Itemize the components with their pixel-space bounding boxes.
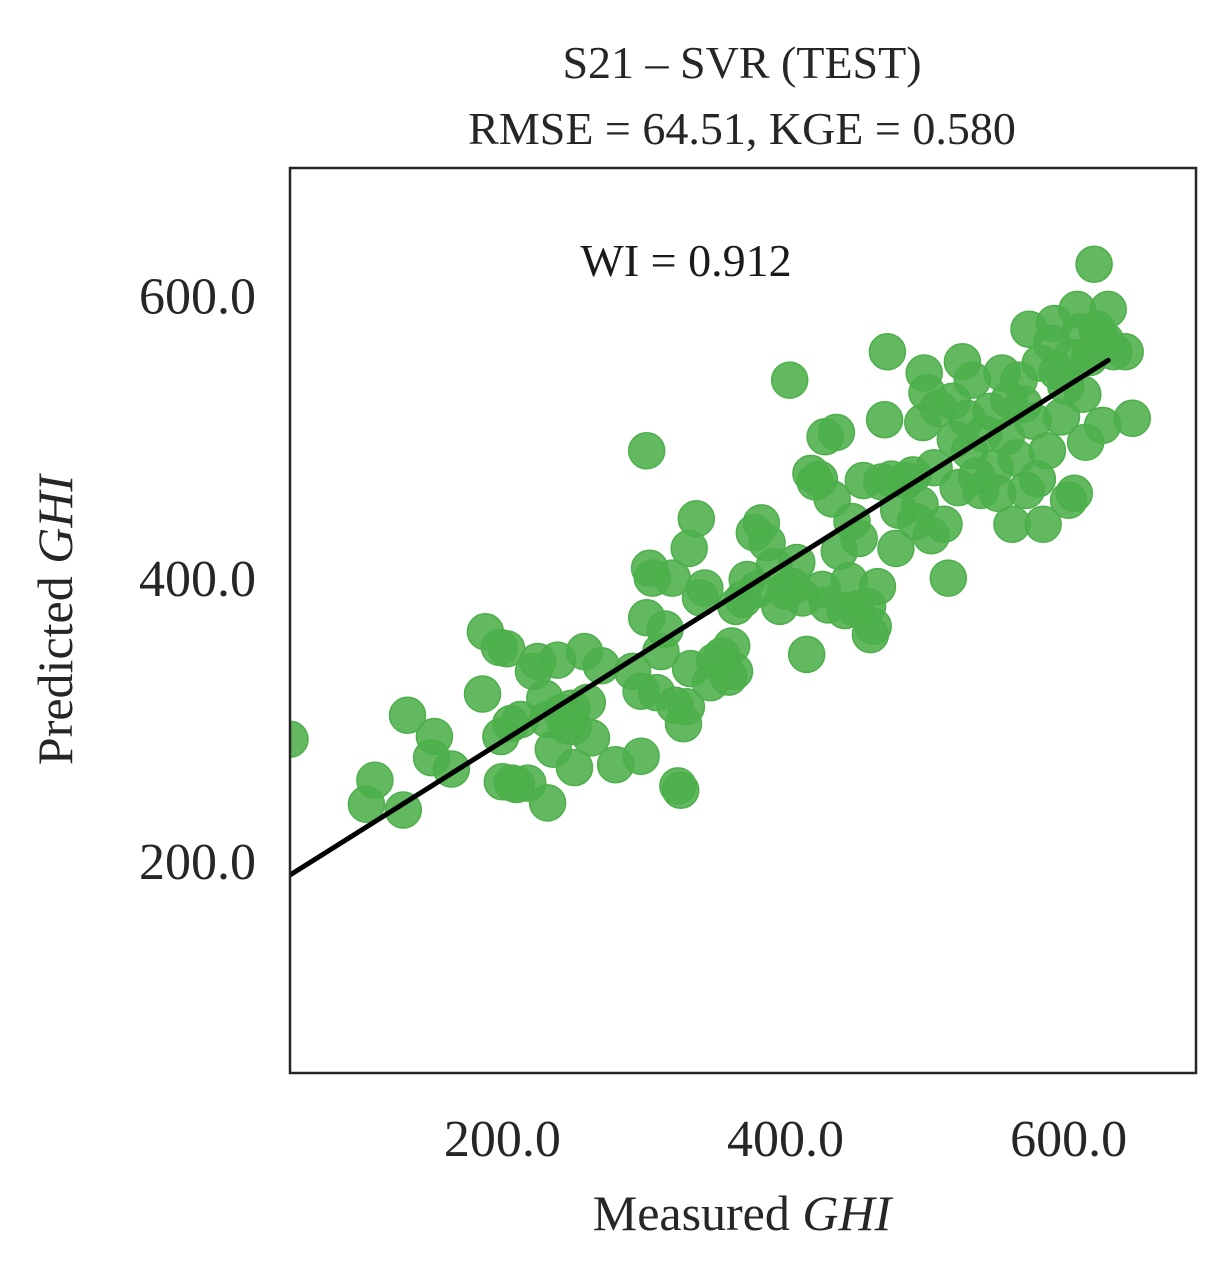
chart-title: S21 – SVR (TEST) xyxy=(562,37,921,88)
fit-line xyxy=(290,357,1111,878)
y-tick-label: 200.0 xyxy=(139,834,256,891)
data-point xyxy=(770,361,809,399)
x-tick-label: 200.0 xyxy=(444,1111,561,1168)
data-point xyxy=(528,784,567,822)
data-point xyxy=(627,432,666,470)
x-axis-label: Measured GHI xyxy=(593,1185,894,1241)
data-point xyxy=(854,607,892,645)
data-point xyxy=(865,400,904,439)
data-point xyxy=(415,717,454,756)
data-point xyxy=(463,675,502,713)
data-point xyxy=(555,748,594,787)
data-point xyxy=(858,567,897,606)
data-point xyxy=(622,737,660,776)
x-axis-ticks: 200.0 400.0 600.0 xyxy=(444,1111,1127,1168)
data-point xyxy=(840,519,878,558)
y-axis-label-variable: GHI xyxy=(27,473,83,564)
y-tick-label: 400.0 xyxy=(139,551,256,608)
data-point xyxy=(1055,474,1094,512)
data-point xyxy=(787,635,826,674)
data-point xyxy=(1028,432,1067,470)
x-axis-label-prefix: Measured xyxy=(593,1185,803,1241)
y-tick-label: 600.0 xyxy=(139,268,256,325)
data-point xyxy=(868,333,907,371)
data-point xyxy=(572,719,611,757)
x-axis-label-variable: GHI xyxy=(802,1185,893,1241)
data-point xyxy=(929,559,968,597)
y-axis-label-prefix: Predicted xyxy=(27,564,83,765)
data-point xyxy=(1024,505,1062,544)
data-point xyxy=(356,761,394,800)
data-point xyxy=(1106,333,1144,371)
data-point xyxy=(1089,290,1127,329)
x-tick-label: 400.0 xyxy=(727,1111,844,1168)
data-point xyxy=(388,696,427,734)
plot-frame xyxy=(288,166,1198,1075)
data-point xyxy=(667,688,706,726)
data-point xyxy=(925,505,963,544)
data-point xyxy=(877,529,915,568)
x-tick-label: 600.0 xyxy=(1010,1111,1127,1168)
data-point xyxy=(290,720,309,759)
wi-annotation: WI = 0.912 xyxy=(580,235,791,286)
data-point xyxy=(677,499,716,538)
data-points xyxy=(290,245,1152,829)
data-point xyxy=(661,771,700,809)
data-point xyxy=(1113,399,1152,438)
data-point xyxy=(1075,245,1113,283)
y-axis-ticks: 200.0 400.0 600.0 xyxy=(139,268,256,891)
y-axis-label: Predicted GHI xyxy=(27,473,83,766)
data-point xyxy=(817,413,856,452)
chart-subtitle: RMSE = 64.51, KGE = 0.580 xyxy=(468,103,1016,154)
data-point xyxy=(686,569,724,607)
data-point xyxy=(715,652,754,691)
